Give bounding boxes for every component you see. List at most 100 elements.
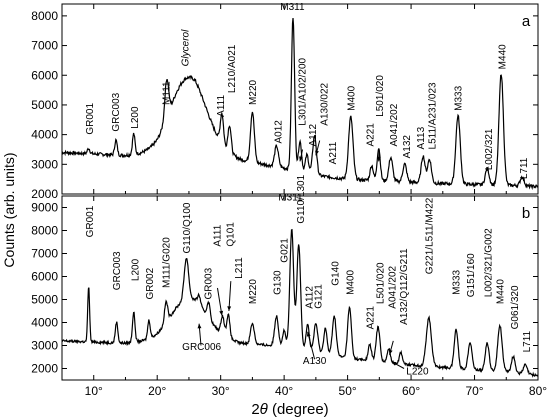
peak-label: G110/Q100 [182, 202, 193, 253]
x-tick-label: 40° [275, 384, 293, 398]
x-tick-label: 80° [529, 384, 547, 398]
peak-label: L002/321/G002 [483, 228, 494, 297]
x-axis-label-prefix: 2 [251, 401, 259, 418]
peak-label: M333 [452, 269, 463, 294]
peak-label: A221 [365, 123, 376, 147]
peak-arrowhead-a [377, 156, 381, 162]
peak-label: A211 [328, 141, 339, 164]
peak-label: A112 [308, 123, 319, 146]
peak-label: GRC006 [182, 342, 221, 353]
peak-label: M440 [497, 44, 508, 69]
peak-label: GRC003 [111, 92, 122, 131]
peak-label: M311 [280, 2, 305, 13]
peak-arrow-b [228, 281, 232, 312]
peak-arrowhead-b [219, 310, 224, 316]
peak-label: M220 [248, 79, 259, 104]
peak-label: G140 [330, 261, 341, 286]
peak-label: GRC003 [112, 251, 123, 290]
y-tick-label-a: 8000 [31, 9, 58, 23]
peak-label: M400 [346, 85, 357, 110]
peak-label: L711 [522, 330, 533, 352]
panel-a: 2000 3000 4000 5000 6000 7000 8000 GR001 GRC003 L… [31, 2, 539, 201]
peak-label: GR003 [203, 267, 214, 299]
peak-label: M111/G020 [162, 237, 173, 288]
y-tick-label-a: 7000 [31, 39, 58, 53]
peak-label: M111 [162, 81, 173, 105]
peak-arrowhead-b [227, 306, 232, 311]
y-tick-label-b: 2000 [31, 362, 58, 376]
peak-arrowhead-a [299, 156, 303, 162]
peak-arrow-b [216, 287, 223, 316]
peak-label: L501/020 [375, 75, 386, 117]
y-axis-label: Counts (arb. units) [1, 152, 17, 267]
peak-label: A111 [212, 224, 223, 246]
x-axis-label-suffix: (degree) [268, 401, 329, 418]
peak-label: M440 [495, 279, 506, 304]
peak-label: L211 [234, 257, 245, 279]
y-tick-label-b: 9000 [31, 201, 58, 215]
peak-arrowhead-b [388, 349, 393, 355]
y-tick-label-b: 5000 [31, 293, 58, 307]
peak-label: A113 [416, 126, 427, 149]
peak-label: A130 [303, 356, 327, 367]
peak-label: L501/020 [375, 262, 386, 304]
xrd-pattern-b [61, 228, 539, 378]
panel-b: 2000 3000 4000 5000 6000 7000 8000 9000 GR001 GRC… [31, 174, 539, 381]
y-tick-label-a: 5000 [31, 98, 58, 112]
peak-label: L301/A102/200 [297, 57, 308, 125]
x-tick-label: 30° [212, 384, 230, 398]
peak-label: G061/320 [510, 285, 521, 329]
peak-label: A132 [402, 135, 413, 159]
peak-label: Q101 [226, 222, 237, 247]
peak-label: Glycerol [181, 29, 192, 66]
peak-label: L200 [130, 106, 141, 129]
plot-frame-a [61, 3, 539, 195]
peak-label: A112 [304, 286, 315, 309]
peak-label: A130/022 [320, 82, 331, 125]
peak-label: GR002 [145, 267, 156, 299]
peak-arrowhead-b [197, 323, 202, 329]
y-tick-label-b: 4000 [31, 316, 58, 330]
peak-label: A041/202 [388, 265, 399, 308]
x-axis-label: 2θ (degree) [251, 401, 328, 418]
peak-label: M400 [346, 269, 357, 294]
peak-label: G121 [313, 284, 324, 309]
y-tick-label-b: 7000 [31, 247, 58, 261]
panel-label-b: b [522, 205, 530, 222]
y-tick-label-a: 6000 [31, 68, 58, 82]
peak-label: L220 [406, 366, 429, 377]
peak-label: L200 [130, 258, 141, 281]
peak-arrowhead-b [306, 331, 311, 337]
peak-label: A132/Q112/G211 [399, 248, 410, 325]
peak-label: A012 [273, 120, 284, 144]
y-tick-label-b: 8000 [31, 224, 58, 238]
peak-label: L002/321 [484, 128, 495, 170]
x-tick-label: 20° [148, 384, 166, 398]
peak-label: G110/L301 [296, 174, 307, 223]
peak-label: M220 [248, 279, 259, 304]
peak-label: A111 [216, 95, 227, 117]
x-tick-label: 50° [339, 384, 357, 398]
y-tick-label-a: 4000 [31, 128, 58, 142]
xrd-pattern-a [61, 17, 539, 191]
y-tick-label-a: 2000 [31, 187, 58, 201]
peak-arrowhead-b [391, 361, 397, 366]
y-tick-label-a: 3000 [31, 157, 58, 171]
plot-frame-b [61, 195, 539, 381]
peak-label: G151/160 [466, 253, 477, 297]
peak-label: M333 [454, 85, 465, 110]
x-axis: 10° 20° 30° 40° 50° 60° 70° 80° [85, 384, 548, 398]
x-axis-label-symbol: θ [260, 401, 268, 418]
peak-label: G130 [273, 270, 284, 295]
y-tick-label-b: 6000 [31, 270, 58, 284]
y-tick-label-b: 3000 [31, 339, 58, 353]
peak-label: GR001 [85, 205, 96, 237]
peak-label: GR001 [85, 103, 96, 135]
peak-label: A041/202 [389, 103, 400, 146]
peak-label: L210/A021 [227, 44, 238, 93]
peak-label: G221/L511/M422 [424, 197, 435, 274]
peak-label: A221 [365, 306, 376, 330]
x-tick-label: 60° [402, 384, 420, 398]
peak-label: L711 [519, 157, 530, 179]
